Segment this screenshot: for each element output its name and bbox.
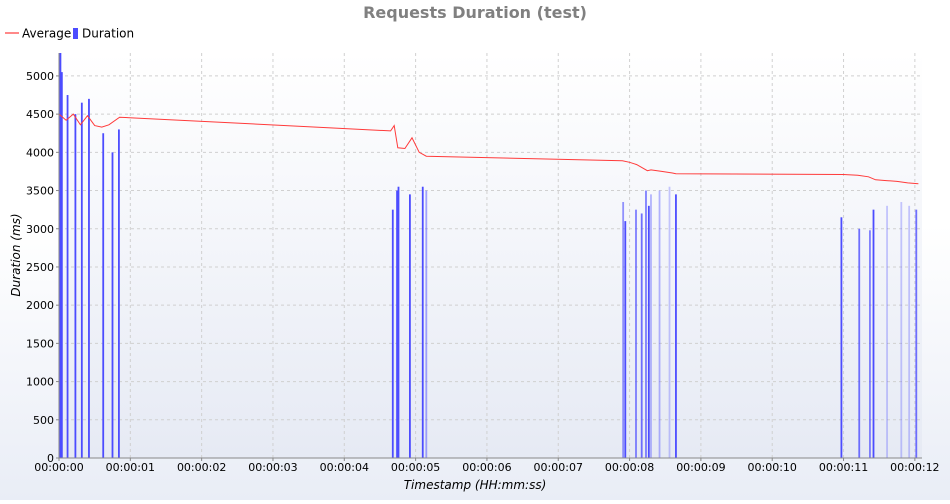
duration-bar	[88, 98, 90, 458]
duration-bar	[840, 217, 843, 458]
duration-bar	[80, 102, 83, 459]
duration-bar	[60, 72, 63, 459]
duration-bar	[118, 129, 120, 458]
duration-bar	[409, 194, 411, 458]
duration-bar	[59, 53, 62, 458]
legend: Average Duration	[5, 27, 134, 41]
duration-bar	[645, 190, 647, 458]
duration-bar	[111, 152, 114, 458]
y-tick-label: 500	[33, 414, 54, 427]
duration-bar	[425, 190, 428, 458]
duration-bar	[650, 194, 652, 458]
y-tick-label: 3500	[26, 185, 54, 198]
x-tick-label: 00:00:01	[106, 461, 155, 474]
duration-bar	[647, 205, 650, 458]
legend-average-label: Average	[22, 27, 71, 41]
y-tick-label: 4500	[26, 108, 54, 121]
y-tick-label: 2000	[26, 299, 54, 312]
x-tick-label: 00:00:08	[605, 461, 654, 474]
y-tick-label: 3000	[26, 223, 54, 236]
duration-bar	[668, 186, 671, 458]
average-line	[58, 113, 919, 185]
duration-bar	[397, 186, 400, 458]
duration-bar	[622, 202, 625, 458]
y-tick-label: 5000	[26, 70, 54, 83]
duration-bar	[908, 205, 911, 458]
x-tick-label: 00:00:02	[177, 461, 226, 474]
x-tick-label: 00:00:07	[534, 461, 583, 474]
x-tick-label: 00:00:05	[391, 461, 440, 474]
duration-bar	[900, 202, 903, 458]
x-tick-labels: 00:00:00 00:00:01 00:00:02 00:00:03 00:00:04…	[34, 461, 939, 474]
y-tick-label: 1500	[26, 337, 54, 350]
y-tick-label: 1000	[26, 376, 54, 389]
average-series-line	[58, 113, 919, 185]
duration-bar	[886, 205, 888, 458]
x-tick-label: 00:00:10	[748, 461, 797, 474]
x-tick-label: 00:00:09	[676, 461, 725, 474]
duration-bar	[396, 190, 398, 458]
y-tick-label: 4000	[26, 146, 54, 159]
duration-bar	[915, 209, 918, 458]
y-tick-labels: 0 500 1000 1500 2000 2500 3000 3500 4000 4500 5000	[26, 70, 54, 465]
duration-bar	[635, 209, 637, 458]
duration-bar	[869, 230, 871, 458]
x-tick-label: 00:00:03	[248, 461, 297, 474]
x-axis-label: Timestamp (HH:mm:ss)	[404, 478, 547, 492]
chart-title: Requests Duration (test)	[363, 3, 587, 22]
x-tick-label: 00:00:04	[320, 461, 369, 474]
duration-bar	[66, 95, 69, 458]
axes	[56, 53, 922, 461]
x-tick-label: 00:00:12	[890, 461, 939, 474]
legend-duration-swatch	[73, 28, 78, 39]
duration-bar	[872, 209, 875, 458]
duration-bar	[421, 186, 424, 458]
x-tick-label: 00:00:11	[819, 461, 868, 474]
y-axis-label: Duration (ms)	[9, 213, 23, 296]
duration-bar	[624, 221, 627, 458]
plot-area	[59, 53, 922, 458]
duration-bar	[658, 190, 661, 458]
y-tick-label: 2500	[26, 261, 54, 274]
legend-duration-label: Duration	[82, 27, 134, 41]
duration-bar	[858, 228, 861, 458]
duration-bar	[102, 133, 105, 459]
duration-bar	[675, 194, 677, 458]
duration-bar	[391, 209, 394, 458]
x-tick-label: 00:00:06	[462, 461, 511, 474]
duration-bar	[74, 114, 77, 458]
y-tick-label: 0	[47, 452, 54, 465]
duration-bars	[59, 53, 918, 459]
x-tick-label: 00:00:00	[34, 461, 83, 474]
duration-bar	[640, 213, 643, 458]
